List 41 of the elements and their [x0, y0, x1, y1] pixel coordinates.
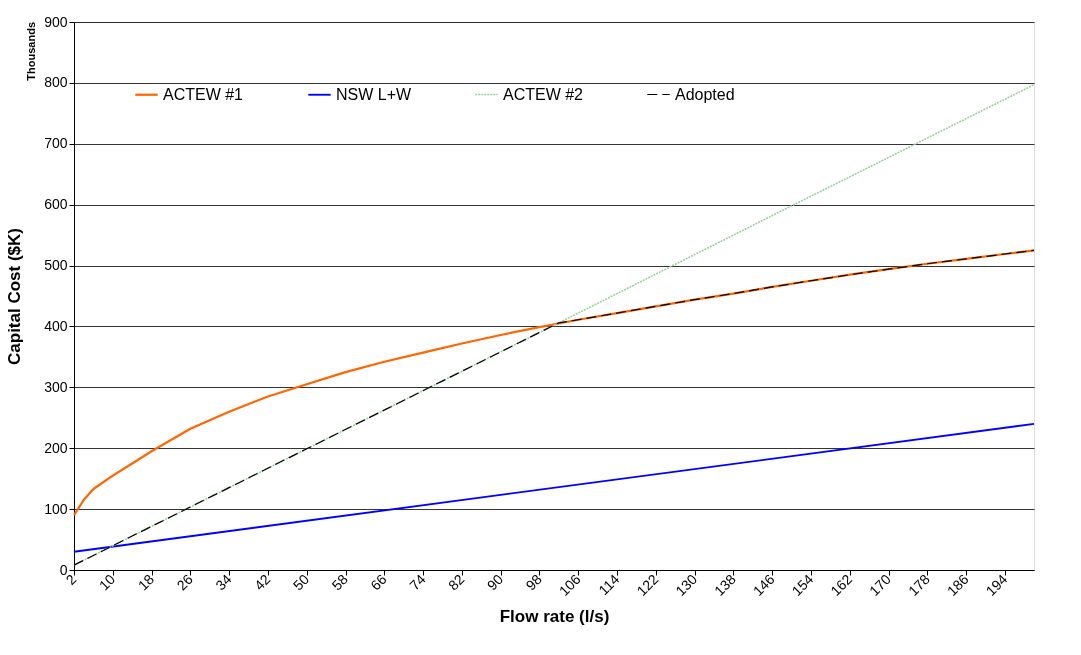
x-tick-label: 146 — [749, 570, 778, 599]
y-tick-label: 200 — [44, 439, 68, 456]
x-tick-label: 186 — [943, 570, 972, 599]
line-series — [72, 249, 1036, 517]
x-tick-label: 50 — [289, 570, 313, 594]
x-tick-label: 194 — [982, 570, 1011, 599]
x-tick-label: 66 — [367, 570, 390, 594]
x-tick-label: 58 — [328, 570, 352, 594]
x-tick-label: 178 — [904, 570, 933, 599]
y-tick-label: 800 — [44, 74, 68, 91]
y-tick-label: 500 — [44, 257, 68, 274]
y-tick-label: 400 — [44, 317, 68, 334]
text: Thousands — [25, 22, 37, 81]
x-tick-label: 82 — [445, 570, 468, 594]
y-axis-title: Capital Cost ($K) — [5, 228, 25, 365]
legend-label: Adopted — [675, 85, 735, 103]
x-tick-label: 106 — [555, 570, 584, 599]
y-tick-label: 900 — [44, 13, 68, 30]
x-tick-label: 130 — [672, 570, 701, 599]
x-tick-label: 98 — [522, 570, 546, 594]
x-tick-label: 122 — [633, 570, 662, 599]
y-tick-label: 600 — [44, 196, 68, 213]
y-tick-label: 700 — [44, 135, 68, 152]
legend-label: ACTEW #1 — [163, 85, 244, 103]
x-tick-label: 74 — [406, 570, 429, 594]
x-tick-label: 10 — [95, 570, 119, 594]
x-tick-label: 90 — [483, 570, 507, 594]
x-tick-label: 162 — [827, 570, 856, 599]
x-tick-label: 26 — [173, 570, 196, 594]
legend-label: NSW L+W — [336, 85, 413, 103]
x-tick-label: 154 — [788, 570, 817, 599]
x-tick-label: 34 — [212, 570, 235, 594]
y-tick-label: 300 — [44, 378, 68, 395]
legend-label: ACTEW #2 — [503, 85, 584, 103]
x-tick-label: 114 — [595, 570, 623, 599]
x-tick-label: 170 — [866, 570, 895, 599]
y-tick-label: 100 — [44, 500, 68, 517]
x-tick-label: 18 — [134, 570, 158, 594]
x-tick-label: 42 — [251, 570, 274, 594]
x-axis-title: Flow rate (l/s) — [499, 606, 610, 626]
x-tick-label: 138 — [711, 570, 739, 599]
